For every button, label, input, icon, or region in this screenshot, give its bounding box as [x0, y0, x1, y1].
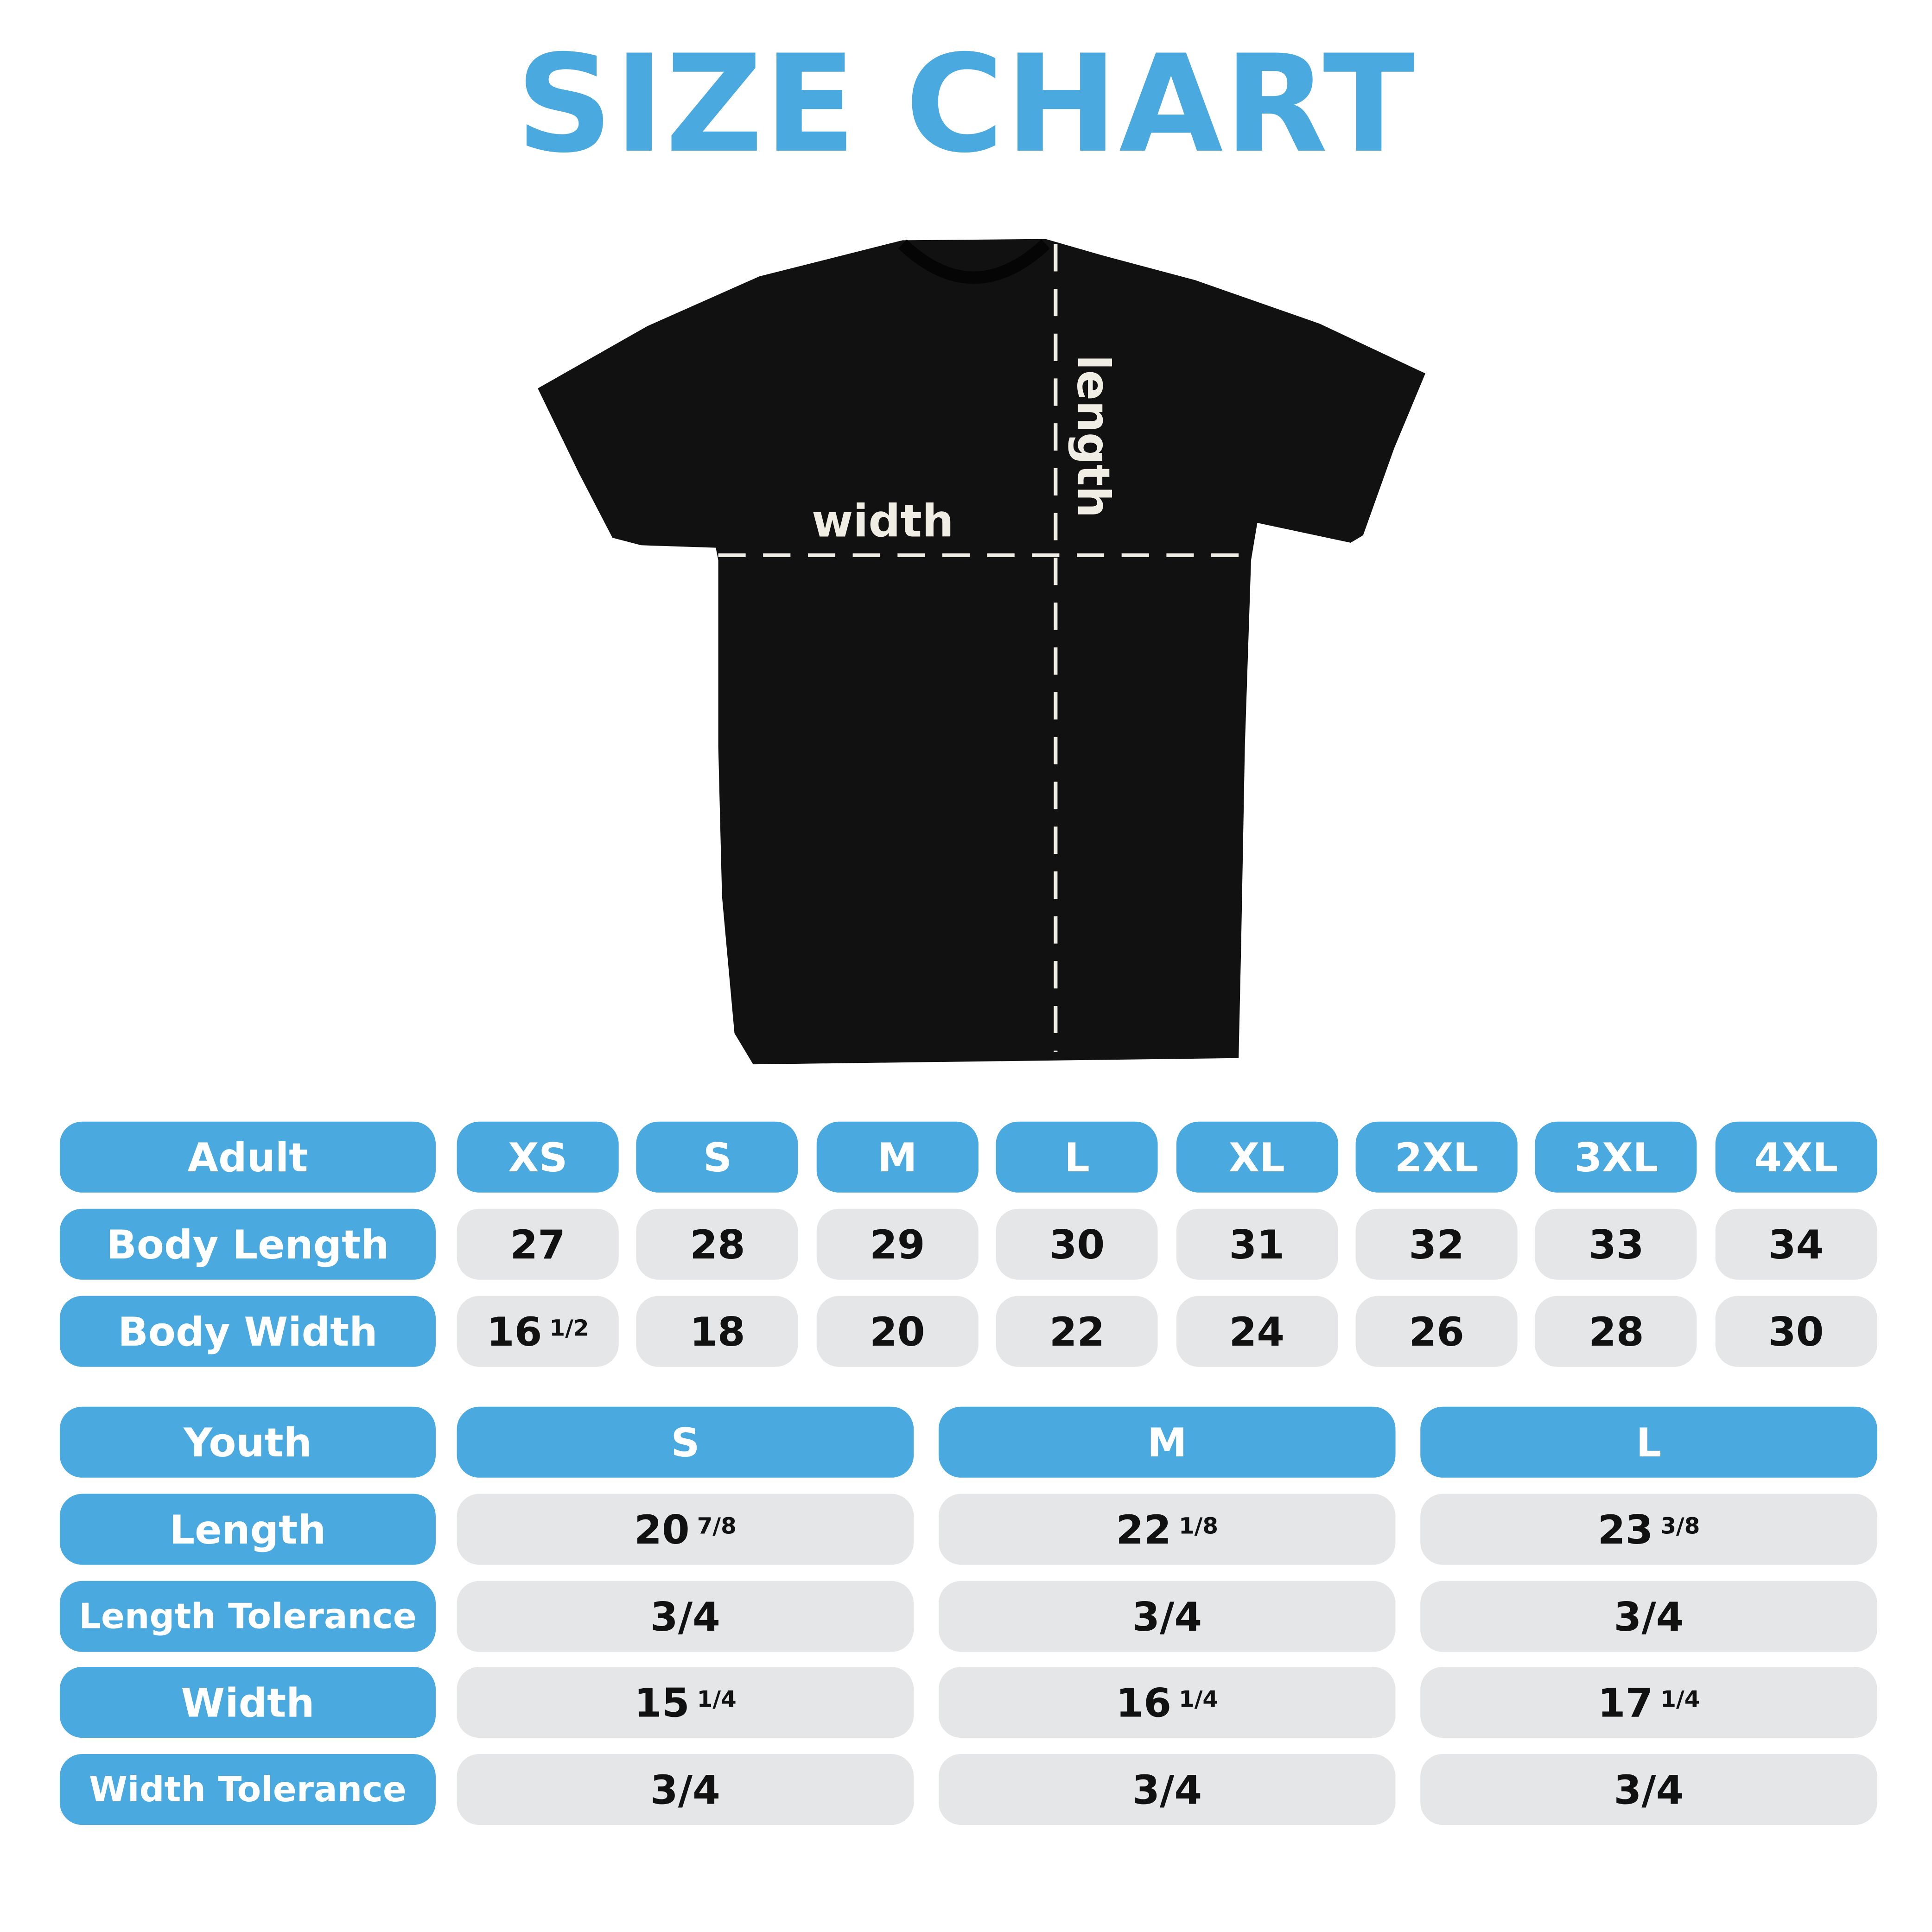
value-whole: 18: [690, 1308, 745, 1355]
youth-cell: 3/4: [1420, 1581, 1877, 1652]
youth-row-label: Length Tolerance: [59, 1581, 436, 1652]
youth-cell: 22 1/8: [938, 1493, 1396, 1565]
youth-cell: 15 1/4: [457, 1666, 914, 1738]
value-whole: 30: [1049, 1220, 1105, 1268]
youth-cell: 3/4: [457, 1581, 914, 1652]
value-whole: 33: [1589, 1220, 1644, 1268]
value-whole: 3/4: [1614, 1766, 1684, 1813]
adult-size-header: S: [636, 1121, 799, 1193]
youth-size-header: M: [938, 1406, 1396, 1478]
youth-row-label: Width Tolerance: [59, 1754, 436, 1825]
value-whole: 17: [1597, 1678, 1653, 1726]
length-label: length: [1068, 355, 1120, 518]
value-fraction: 1/4: [1660, 1686, 1700, 1713]
youth-row-label: Width: [59, 1666, 436, 1738]
value-whole: 15: [634, 1678, 690, 1726]
value-whole: 32: [1409, 1220, 1464, 1268]
value-fraction: 1/4: [697, 1686, 737, 1713]
adult-cell: 16 1/2: [457, 1296, 619, 1367]
youth-cell: 17 1/4: [1420, 1666, 1877, 1738]
adult-cell: 32: [1355, 1208, 1518, 1280]
value-whole: 23: [1597, 1506, 1653, 1553]
value-fraction: 3/8: [1660, 1513, 1700, 1540]
value-fraction: 1/4: [1179, 1686, 1219, 1713]
youth-cell: 16 1/4: [938, 1666, 1396, 1738]
width-label: width: [812, 495, 954, 547]
adult-cell: 30: [1715, 1296, 1877, 1367]
value-whole: 29: [869, 1220, 925, 1268]
adult-cell: 34: [1715, 1208, 1877, 1280]
adult-cell: 31: [1176, 1208, 1338, 1280]
youth-size-header: L: [1420, 1406, 1877, 1478]
adult-row-label: Body Width: [59, 1296, 436, 1367]
value-whole: 3/4: [1132, 1766, 1202, 1813]
adult-cell: 30: [996, 1208, 1158, 1280]
value-whole: 3/4: [1132, 1593, 1202, 1640]
value-whole: 22: [1049, 1308, 1105, 1355]
youth-cell: 3/4: [938, 1754, 1396, 1825]
page-title: SIZE CHART: [516, 27, 1416, 183]
value-whole: 34: [1768, 1220, 1824, 1268]
youth-header: Youth: [59, 1406, 436, 1478]
value-whole: 3/4: [650, 1766, 720, 1813]
adult-size-header: 2XL: [1355, 1121, 1518, 1193]
adult-header: Adult: [59, 1121, 436, 1193]
adult-cell: 29: [816, 1208, 979, 1280]
value-whole: 16: [1116, 1678, 1171, 1726]
tshirt-collar: [898, 239, 1050, 284]
adult-cell: 20: [816, 1296, 979, 1367]
adult-size-header: XS: [457, 1121, 619, 1193]
value-whole: 31: [1229, 1220, 1285, 1268]
adult-size-header: 4XL: [1715, 1121, 1877, 1193]
adult-cell: 33: [1535, 1208, 1697, 1280]
value-whole: 22: [1116, 1506, 1171, 1553]
value-fraction: 1/2: [549, 1316, 589, 1342]
adult-cell: 24: [1176, 1296, 1338, 1367]
value-whole: 20: [869, 1308, 925, 1355]
youth-cell: 20 7/8: [457, 1493, 914, 1565]
value-whole: 20: [634, 1506, 690, 1553]
value-fraction: 1/8: [1179, 1513, 1219, 1540]
value-whole: 27: [510, 1220, 566, 1268]
tshirt-shape: [538, 239, 1425, 1065]
value-whole: 28: [690, 1220, 745, 1268]
adult-size-header: L: [996, 1121, 1158, 1193]
value-whole: 3/4: [1614, 1593, 1684, 1640]
value-whole: 26: [1409, 1308, 1464, 1355]
value-whole: 28: [1589, 1308, 1644, 1355]
adult-cell: 22: [996, 1296, 1158, 1367]
adult-size-header: XL: [1176, 1121, 1338, 1193]
youth-cell: 23 3/8: [1420, 1493, 1877, 1565]
youth-cell: 3/4: [1420, 1754, 1877, 1825]
youth-cell: 3/4: [938, 1581, 1396, 1652]
value-whole: 24: [1229, 1308, 1285, 1355]
adult-cell: 26: [1355, 1296, 1518, 1367]
value-whole: 16: [486, 1308, 542, 1355]
value-whole: 30: [1768, 1308, 1824, 1355]
value-whole: 3/4: [650, 1593, 720, 1640]
tshirt-illustration: width length: [538, 239, 1425, 1065]
adult-size-header: 3XL: [1535, 1121, 1697, 1193]
youth-cell: 3/4: [457, 1754, 914, 1825]
adult-row-label: Body Length: [59, 1208, 436, 1280]
adult-cell: 18: [636, 1296, 799, 1367]
youth-row-label: Length: [59, 1493, 436, 1565]
adult-cell: 28: [636, 1208, 799, 1280]
youth-size-header: S: [457, 1406, 914, 1478]
value-fraction: 7/8: [697, 1513, 737, 1540]
adult-cell: 28: [1535, 1296, 1697, 1367]
adult-cell: 27: [457, 1208, 619, 1280]
adult-size-header: M: [816, 1121, 979, 1193]
